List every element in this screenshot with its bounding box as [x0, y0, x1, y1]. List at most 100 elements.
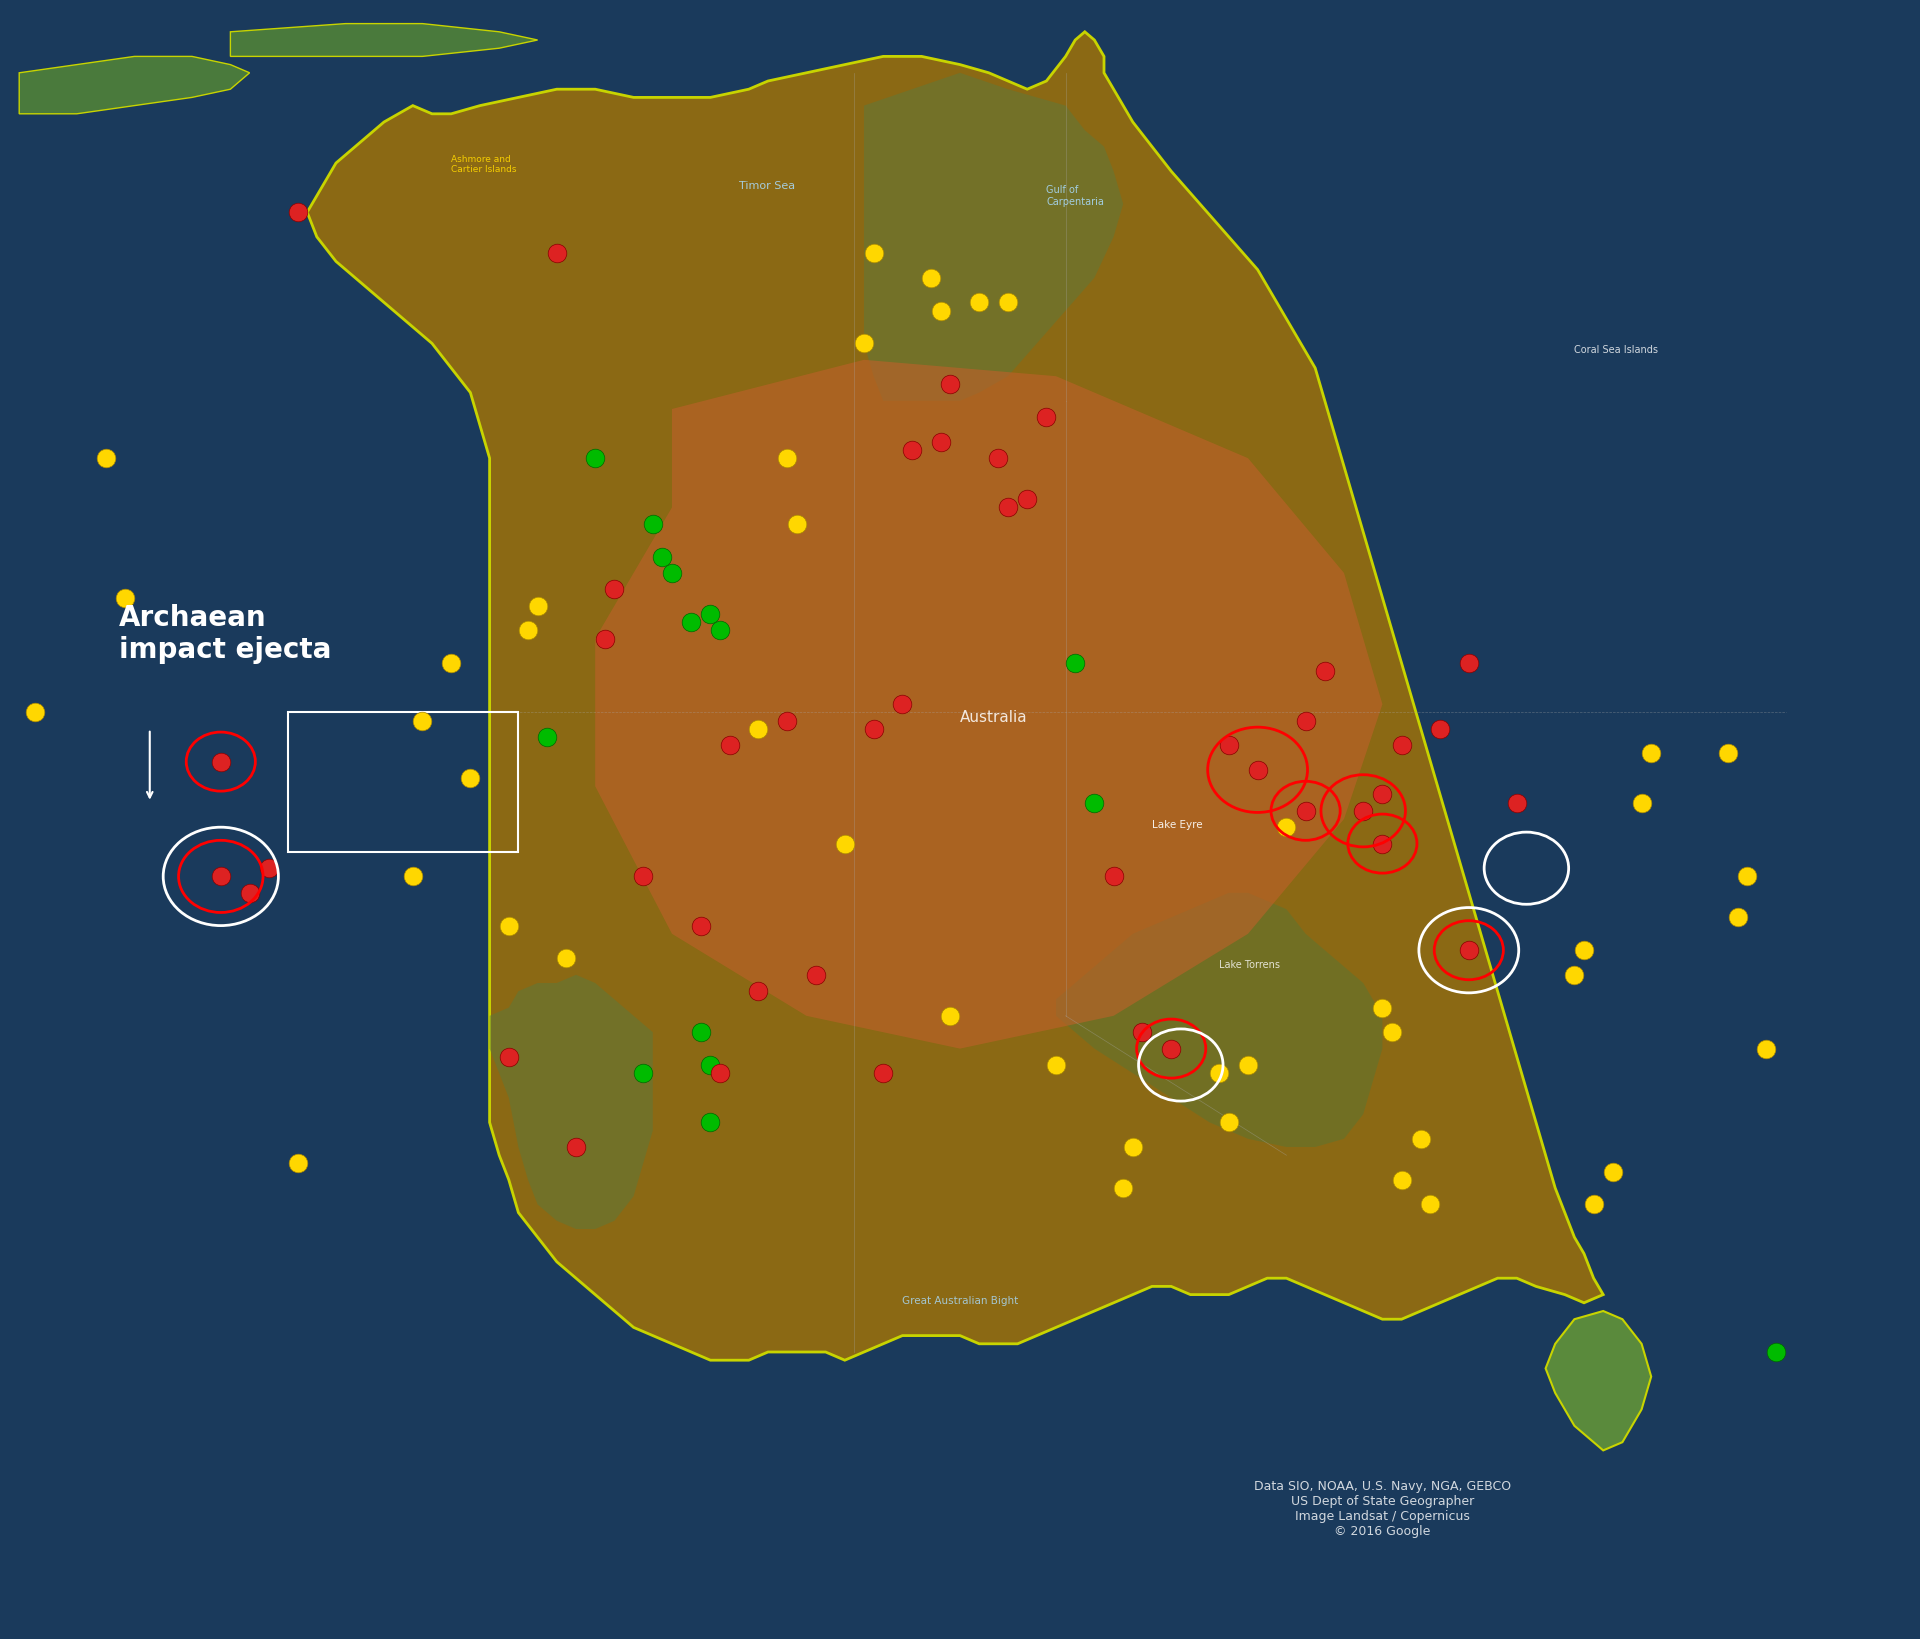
- Polygon shape: [595, 361, 1382, 1049]
- Polygon shape: [1546, 1311, 1651, 1451]
- Point: [887, 692, 918, 718]
- Point: [1117, 1134, 1148, 1160]
- Point: [1204, 1060, 1235, 1087]
- Text: Archaean
impact ejecta: Archaean impact ejecta: [119, 603, 332, 664]
- Point: [781, 511, 812, 538]
- Point: [657, 561, 687, 587]
- Point: [436, 651, 467, 677]
- Point: [695, 602, 726, 628]
- Point: [858, 716, 889, 742]
- Point: [90, 446, 121, 472]
- Point: [1108, 1175, 1139, 1201]
- Point: [935, 372, 966, 398]
- Point: [1453, 938, 1484, 964]
- Point: [1377, 1019, 1407, 1046]
- Polygon shape: [307, 33, 1603, 1360]
- Point: [1415, 1192, 1446, 1218]
- Point: [916, 266, 947, 292]
- Point: [1722, 905, 1753, 931]
- Point: [743, 978, 774, 1005]
- Point: [109, 585, 140, 611]
- Point: [282, 200, 313, 226]
- Point: [858, 241, 889, 267]
- Point: [1626, 790, 1657, 816]
- Polygon shape: [230, 25, 538, 57]
- Point: [676, 610, 707, 636]
- Point: [493, 1044, 524, 1070]
- Point: [1156, 1036, 1187, 1062]
- Point: [743, 716, 774, 742]
- Point: [1290, 798, 1321, 824]
- Point: [1098, 864, 1129, 890]
- Text: Ashmore and
Cartier Islands: Ashmore and Cartier Islands: [451, 154, 516, 174]
- Point: [205, 749, 236, 775]
- Text: Great Australian Bight: Great Australian Bight: [902, 1295, 1020, 1305]
- Point: [1309, 659, 1340, 685]
- Polygon shape: [864, 74, 1123, 402]
- Polygon shape: [1056, 893, 1382, 1147]
- Point: [1453, 651, 1484, 677]
- Point: [935, 1003, 966, 1029]
- Point: [1271, 815, 1302, 841]
- Point: [19, 700, 50, 726]
- Point: [1367, 831, 1398, 857]
- Polygon shape: [490, 975, 653, 1229]
- Point: [1041, 1052, 1071, 1078]
- Point: [1079, 790, 1110, 816]
- Point: [253, 856, 284, 882]
- Point: [1732, 864, 1763, 890]
- Point: [829, 831, 860, 857]
- Point: [1597, 1159, 1628, 1185]
- Point: [647, 544, 678, 570]
- Point: [925, 429, 956, 456]
- Point: [1569, 938, 1599, 964]
- Point: [551, 946, 582, 972]
- Point: [493, 913, 524, 939]
- Point: [282, 1151, 313, 1177]
- Point: [1578, 1192, 1609, 1218]
- Point: [1713, 741, 1743, 767]
- Point: [589, 626, 620, 652]
- Text: Coral Sea Islands: Coral Sea Islands: [1574, 344, 1659, 354]
- Point: [1367, 995, 1398, 1021]
- Point: [685, 1019, 716, 1046]
- Point: [993, 495, 1023, 521]
- Point: [513, 618, 543, 644]
- Point: [561, 1134, 591, 1160]
- Text: Data SIO, NOAA, U.S. Navy, NGA, GEBCO
US Dept of State Geographer
Image Landsat : Data SIO, NOAA, U.S. Navy, NGA, GEBCO US…: [1254, 1478, 1511, 1537]
- Point: [964, 290, 995, 316]
- Point: [1636, 741, 1667, 767]
- Point: [772, 708, 803, 734]
- Point: [1386, 733, 1417, 759]
- Point: [628, 1060, 659, 1087]
- Point: [522, 593, 553, 620]
- Point: [1348, 798, 1379, 824]
- Point: [599, 577, 630, 603]
- Point: [695, 1052, 726, 1078]
- Point: [1405, 1126, 1436, 1152]
- Point: [897, 438, 927, 464]
- Point: [1242, 757, 1273, 783]
- Point: [205, 864, 236, 890]
- Point: [541, 241, 572, 267]
- Point: [1127, 1019, 1158, 1046]
- Point: [1386, 1167, 1417, 1193]
- Point: [234, 880, 265, 906]
- Point: [993, 290, 1023, 316]
- Text: Timor Sea: Timor Sea: [739, 180, 795, 190]
- Point: [1559, 962, 1590, 988]
- Point: [685, 913, 716, 939]
- Point: [1233, 1052, 1263, 1078]
- Point: [705, 1060, 735, 1087]
- Point: [628, 864, 659, 890]
- Point: [1213, 733, 1244, 759]
- Point: [695, 1110, 726, 1136]
- Point: [1213, 1110, 1244, 1136]
- Polygon shape: [19, 57, 250, 115]
- Point: [1425, 716, 1455, 742]
- Text: Lake Eyre: Lake Eyre: [1152, 820, 1202, 829]
- Point: [801, 962, 831, 988]
- Point: [407, 708, 438, 734]
- Point: [1761, 1339, 1791, 1365]
- Point: [455, 765, 486, 792]
